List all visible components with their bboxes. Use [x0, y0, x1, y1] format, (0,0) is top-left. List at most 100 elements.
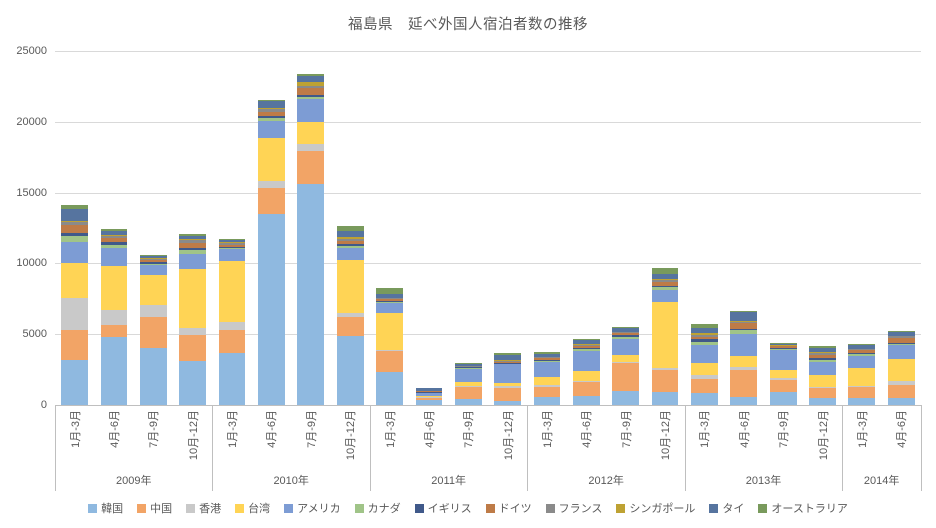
x-axis-quarter-cell: 10月-12月	[645, 407, 684, 471]
x-axis-line	[55, 405, 922, 406]
bar-segment-イギリス	[848, 352, 876, 354]
bar-segment-カナダ	[769, 349, 797, 351]
bar-segment-ドイツ	[651, 281, 679, 286]
x-axis-quarter-cell: 1月-3月	[527, 407, 566, 471]
bar-slot	[94, 51, 133, 405]
legend-item: カナダ	[354, 500, 401, 516]
bar-segment-イギリス	[612, 335, 640, 337]
bar-segment-イギリス	[218, 246, 246, 249]
bar-segment-タイ	[336, 231, 364, 238]
x-axis-quarter-cell: 7月-9月	[449, 407, 488, 471]
bar-segment-アメリカ	[769, 350, 797, 370]
chart-title: 福島県 延べ外国人宿泊者数の推移	[348, 17, 588, 33]
gridline	[55, 263, 921, 265]
bar-segment-イギリス	[61, 233, 89, 237]
bar-segment-韓国	[218, 352, 246, 405]
bar-segment-台湾	[612, 355, 640, 362]
legend-swatch-韓国	[88, 503, 98, 513]
legend-swatch-台湾	[235, 503, 245, 513]
bar-segment-タイ	[572, 340, 600, 344]
x-axis-year-labels: 2009年 2010年 2011年 2012年 2013年 2014年	[55, 470, 921, 490]
bar-2010年-1月-3月	[218, 238, 246, 405]
bar-segment-タイ	[100, 230, 128, 235]
bar-segment-カナダ	[809, 360, 836, 362]
bar-segment-イギリス	[769, 348, 797, 350]
bar-segment-中国	[454, 386, 482, 400]
legend-label: タイ	[722, 503, 745, 515]
bar-segment-アメリカ	[494, 364, 521, 383]
x-axis-quarter-cell: 4月-6月	[252, 407, 291, 471]
bar-segment-フランス	[454, 366, 482, 367]
bar-slot	[409, 51, 448, 405]
bar-segment-フランス	[651, 279, 679, 282]
bar-slot	[803, 51, 842, 405]
bar-segment-オーストラリア	[494, 352, 521, 356]
bar-segment-オーストラリア	[415, 387, 443, 389]
bar-segment-シンガポール	[572, 343, 600, 345]
legend-item: イギリス	[414, 500, 472, 516]
bar-segment-中国	[572, 382, 600, 396]
bar-segment-カナダ	[100, 244, 128, 249]
y-axis-tick-label: 25000	[16, 45, 47, 57]
bar-segment-香港	[848, 385, 876, 387]
bar-segment-韓国	[730, 396, 758, 405]
x-axis-quarter-cell: 1月-3月	[370, 407, 409, 471]
bar-segment-香港	[454, 385, 482, 387]
bar-segment-シンガポール	[336, 237, 364, 239]
bar-segment-台湾	[691, 363, 718, 376]
bar-segment-台湾	[572, 371, 600, 382]
x-axis-quarter-label: 10月-12月	[187, 410, 200, 461]
bar-segment-タイ	[848, 344, 876, 349]
legend-item: オーストラリア	[758, 500, 848, 516]
bar-segment-中国	[179, 334, 207, 361]
bar-segment-アメリカ	[218, 249, 246, 262]
bar-slot	[567, 51, 606, 405]
bar-segment-アメリカ	[140, 265, 167, 276]
bar-segment-台湾	[533, 376, 561, 386]
bar-segment-イギリス	[297, 94, 325, 97]
bar-segment-ドイツ	[454, 366, 482, 368]
x-axis-quarter-label: 1月-3月	[227, 410, 240, 448]
legend-label: シンガポール	[629, 503, 696, 515]
legend-item: タイ	[709, 500, 744, 516]
bar-segment-タイ	[415, 388, 443, 391]
bar-segment-ドイツ	[730, 322, 758, 330]
bar-segment-シンガポール	[258, 107, 285, 110]
legend-swatch-タイ	[709, 503, 719, 513]
bar-2011年-10月-12月	[494, 352, 521, 405]
x-axis-quarter-label: 7月-9月	[778, 410, 791, 448]
bar-segment-タイ	[454, 364, 482, 366]
bar-segment-オーストラリア	[809, 346, 836, 349]
bar-segment-台湾	[769, 369, 797, 378]
bar-slot	[134, 51, 173, 405]
x-axis-quarter-label: 1月-3月	[541, 410, 554, 448]
bar-segment-ドイツ	[769, 346, 797, 349]
bar-segment-フランス	[376, 298, 403, 299]
bar-segment-イギリス	[651, 285, 679, 288]
bar-segment-中国	[651, 369, 679, 392]
bar-segment-台湾	[376, 312, 403, 350]
bar-segment-カナダ	[179, 250, 207, 254]
bar-segment-フランス	[572, 344, 600, 346]
bar-segment-中国	[336, 317, 364, 337]
legend-item: ドイツ	[485, 500, 532, 516]
legend-swatch-中国	[137, 503, 147, 513]
legend-swatch-オーストラリア	[758, 503, 768, 513]
legend-label: 香港	[199, 503, 222, 515]
bar-2011年-4月-6月	[415, 387, 443, 405]
legend-label: ドイツ	[498, 503, 532, 515]
bar-segment-韓国	[494, 400, 521, 405]
bar-segment-韓国	[572, 395, 600, 405]
bar-slot	[645, 51, 684, 405]
bar-segment-カナダ	[258, 118, 285, 121]
bar-segment-香港	[809, 386, 836, 389]
bar-segment-ドイツ	[494, 361, 521, 363]
x-axis-quarter-label: 7月-9月	[620, 410, 633, 448]
bar-segment-ドイツ	[533, 358, 561, 361]
bar-segment-アメリカ	[297, 99, 325, 122]
bar-segment-香港	[612, 361, 640, 363]
gridline	[55, 121, 921, 123]
x-axis-year-label: 2014年	[863, 475, 900, 487]
bar-segment-オーストラリア	[691, 324, 718, 328]
bar-segment-オーストラリア	[376, 288, 403, 294]
